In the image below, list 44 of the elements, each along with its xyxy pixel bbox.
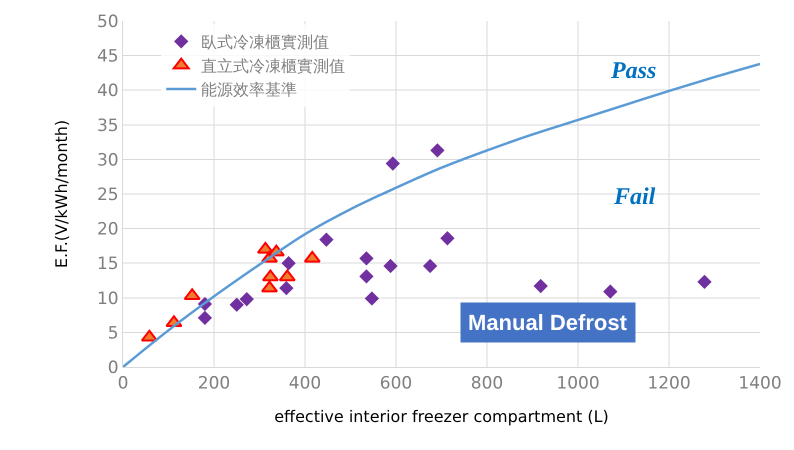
- point: [279, 280, 294, 296]
- point: [386, 156, 400, 171]
- y-tick-label: 25: [96, 184, 119, 205]
- y-tick-label: 15: [96, 254, 119, 274]
- point: [383, 258, 398, 274]
- y-tick-label: 30: [96, 150, 119, 170]
- y-tick-label: 35: [96, 116, 119, 136]
- point: [430, 143, 445, 158]
- point: [304, 250, 321, 263]
- point: [697, 274, 712, 290]
- x-tick-label: 1200: [647, 373, 691, 394]
- point: [319, 232, 334, 247]
- annotation: Manual Defrost: [468, 310, 628, 335]
- y-tick-label: 5: [108, 323, 119, 344]
- point: [281, 256, 296, 270]
- x-axis-title: effective interior freezer compartment (L): [274, 407, 609, 426]
- x-tick-label: 600: [380, 373, 412, 394]
- point: [240, 292, 254, 306]
- point: [198, 310, 212, 326]
- y-tick-label: 10: [96, 288, 119, 309]
- x-tick-label: 400: [288, 373, 322, 394]
- point: [364, 291, 380, 306]
- x-tick-label: 1400: [738, 373, 782, 394]
- legend-label: 直立式冷凍櫃實測值: [201, 56, 346, 76]
- point: [359, 251, 374, 266]
- y-tick-label: 45: [96, 46, 119, 67]
- point: [359, 269, 374, 284]
- x-tick-label: 1000: [556, 373, 600, 394]
- annotation: Pass: [610, 58, 656, 84]
- y-tick-label: 50: [96, 12, 119, 32]
- x-tick-label: 800: [470, 373, 504, 394]
- point: [422, 258, 438, 274]
- point: [230, 298, 244, 312]
- y-tick-label: 0: [108, 358, 119, 378]
- point: [440, 231, 455, 246]
- legend-label: 能源效率基準: [201, 80, 298, 100]
- y-axis-title: E.F.(V/kWh/month): [52, 120, 71, 268]
- point: [603, 284, 618, 299]
- y-tick-label: 40: [96, 81, 119, 102]
- y-tick-label: 20: [96, 220, 119, 240]
- annotation: Fail: [613, 184, 656, 210]
- point: [534, 278, 548, 294]
- legend-label: 臥式冷凍櫃實測值: [201, 32, 330, 52]
- x-tick-label: 200: [198, 373, 230, 394]
